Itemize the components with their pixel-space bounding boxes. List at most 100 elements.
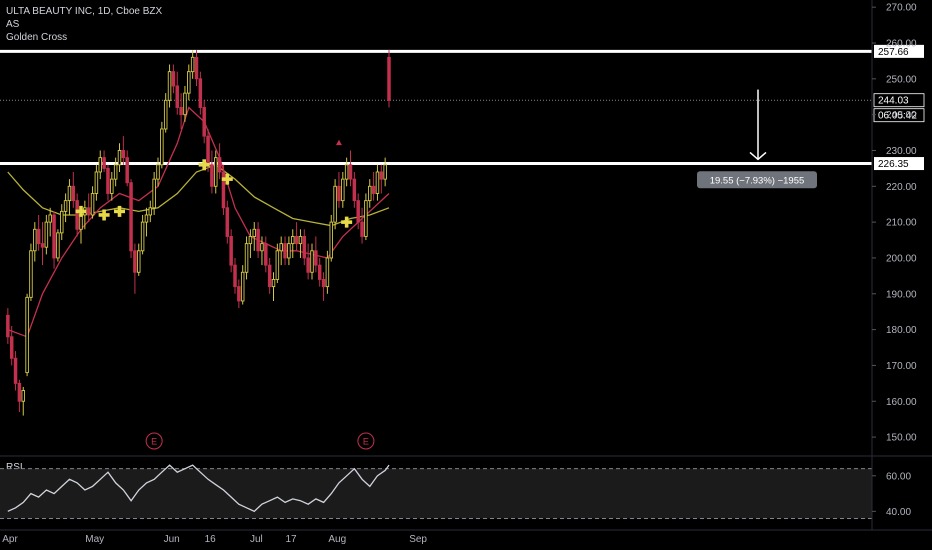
candle-body [291,236,295,245]
candle-body [337,185,341,202]
level-tag [874,44,924,58]
candle-body [387,56,391,101]
candle-body [360,221,364,237]
candle-body [13,357,18,384]
candle-body [148,207,153,216]
candle-body [163,99,168,130]
candle-body [240,271,245,302]
candle-body [175,85,179,108]
candle-body [371,185,376,194]
candle-body [206,135,210,166]
candle-body [160,128,164,166]
candle-body [48,214,52,223]
candle-body [102,157,106,169]
candle-body [40,243,45,248]
plus-v [102,209,106,221]
last-price-label: 244.03 [878,96,909,107]
candle-body [6,314,10,338]
candle-body [136,250,141,273]
candle-body [333,185,337,223]
chart-legend: ULTA BEAUTY INC, 1D, Cboe BZX AS Golden … [6,5,162,44]
candle-body [329,221,334,259]
ma-slow-path [7,164,390,227]
plus-v [117,205,122,217]
candle-body [17,382,22,402]
candle-body [63,200,68,212]
rsi-title: RSI [6,462,23,473]
countdown-tag [873,108,925,123]
candle-body [144,214,149,223]
candle-body [244,243,249,273]
symbol-title: ULTA BEAUTY INC, 1D, Cboe BZX [6,6,163,17]
countdown-label: 06:05:42 [878,111,917,122]
rsi-y-tick-label: 40.00 [886,507,911,518]
candle-body [25,296,29,374]
x-tick-label: Jul [250,534,263,545]
candle-body [368,185,372,202]
candle-body [321,278,326,288]
candle-body [256,228,260,252]
candle-body [21,390,26,402]
y-tick-label: 220.00 [886,182,917,193]
y-tick-label: 170.00 [886,361,917,372]
level-label: 226.35 [878,159,909,170]
candle-body [52,214,56,259]
candle-body [287,243,291,259]
level-tag [874,157,924,171]
y-tick-label: 250.00 [886,74,917,85]
candle-body [133,250,137,273]
x-tick-label: Sep [409,534,427,545]
golden-cross-plus-icon [98,209,110,221]
earnings-letter: E [363,437,369,447]
candle-body [33,228,37,252]
candle-body [113,164,118,180]
candle-body [348,164,353,180]
candle-body [248,236,253,245]
candle-body [375,171,380,194]
golden-cross-plus-icon [75,205,87,217]
horizontal-levels[interactable]: 257.66 226.35 244.03 06:05:42 [0,44,925,171]
golden-cross-plus-icon [221,173,233,185]
candle-body [117,150,122,166]
plus-v [202,159,206,171]
measure-tooltip: 19.55 (−7.93%) −1955 [697,171,817,189]
candle-body [190,56,195,73]
y-tick-label: 200.00 [886,253,917,264]
golden-cross-plus-icon [114,205,125,217]
candle-body [237,286,241,302]
candle-body [129,182,133,252]
candle-body [179,107,183,116]
candle-body [283,243,287,259]
y-tick-label: 190.00 [886,289,917,300]
golden-cross-plus-icon [341,216,353,228]
candles [6,50,391,416]
earnings-e-icon[interactable]: E [357,432,375,450]
candle-body [344,164,349,180]
candle-body [29,250,33,298]
y-tick-label: 270.00 [886,3,917,14]
x-tick-label: 16 [205,534,217,545]
candle-body [364,200,368,237]
candle-body [260,243,264,252]
candle-body [314,250,318,266]
x-tick-label: Aug [328,534,346,545]
candle-body [229,236,233,266]
candle-body [210,164,214,187]
candle-body [121,150,126,159]
candle-body [356,200,360,223]
candle-body [9,336,14,359]
candle-body [217,157,222,173]
candle-body [36,228,41,245]
candle-body [187,71,191,94]
golden-cross-markers [75,159,353,228]
signal-triangle [335,139,342,146]
candle-body [67,185,72,202]
earnings-e-icon[interactable]: E [145,432,163,450]
candle-body [44,221,49,248]
tooltip-bg [697,171,817,189]
y-tick-label: 210.00 [886,218,917,229]
candle-body [90,193,95,216]
